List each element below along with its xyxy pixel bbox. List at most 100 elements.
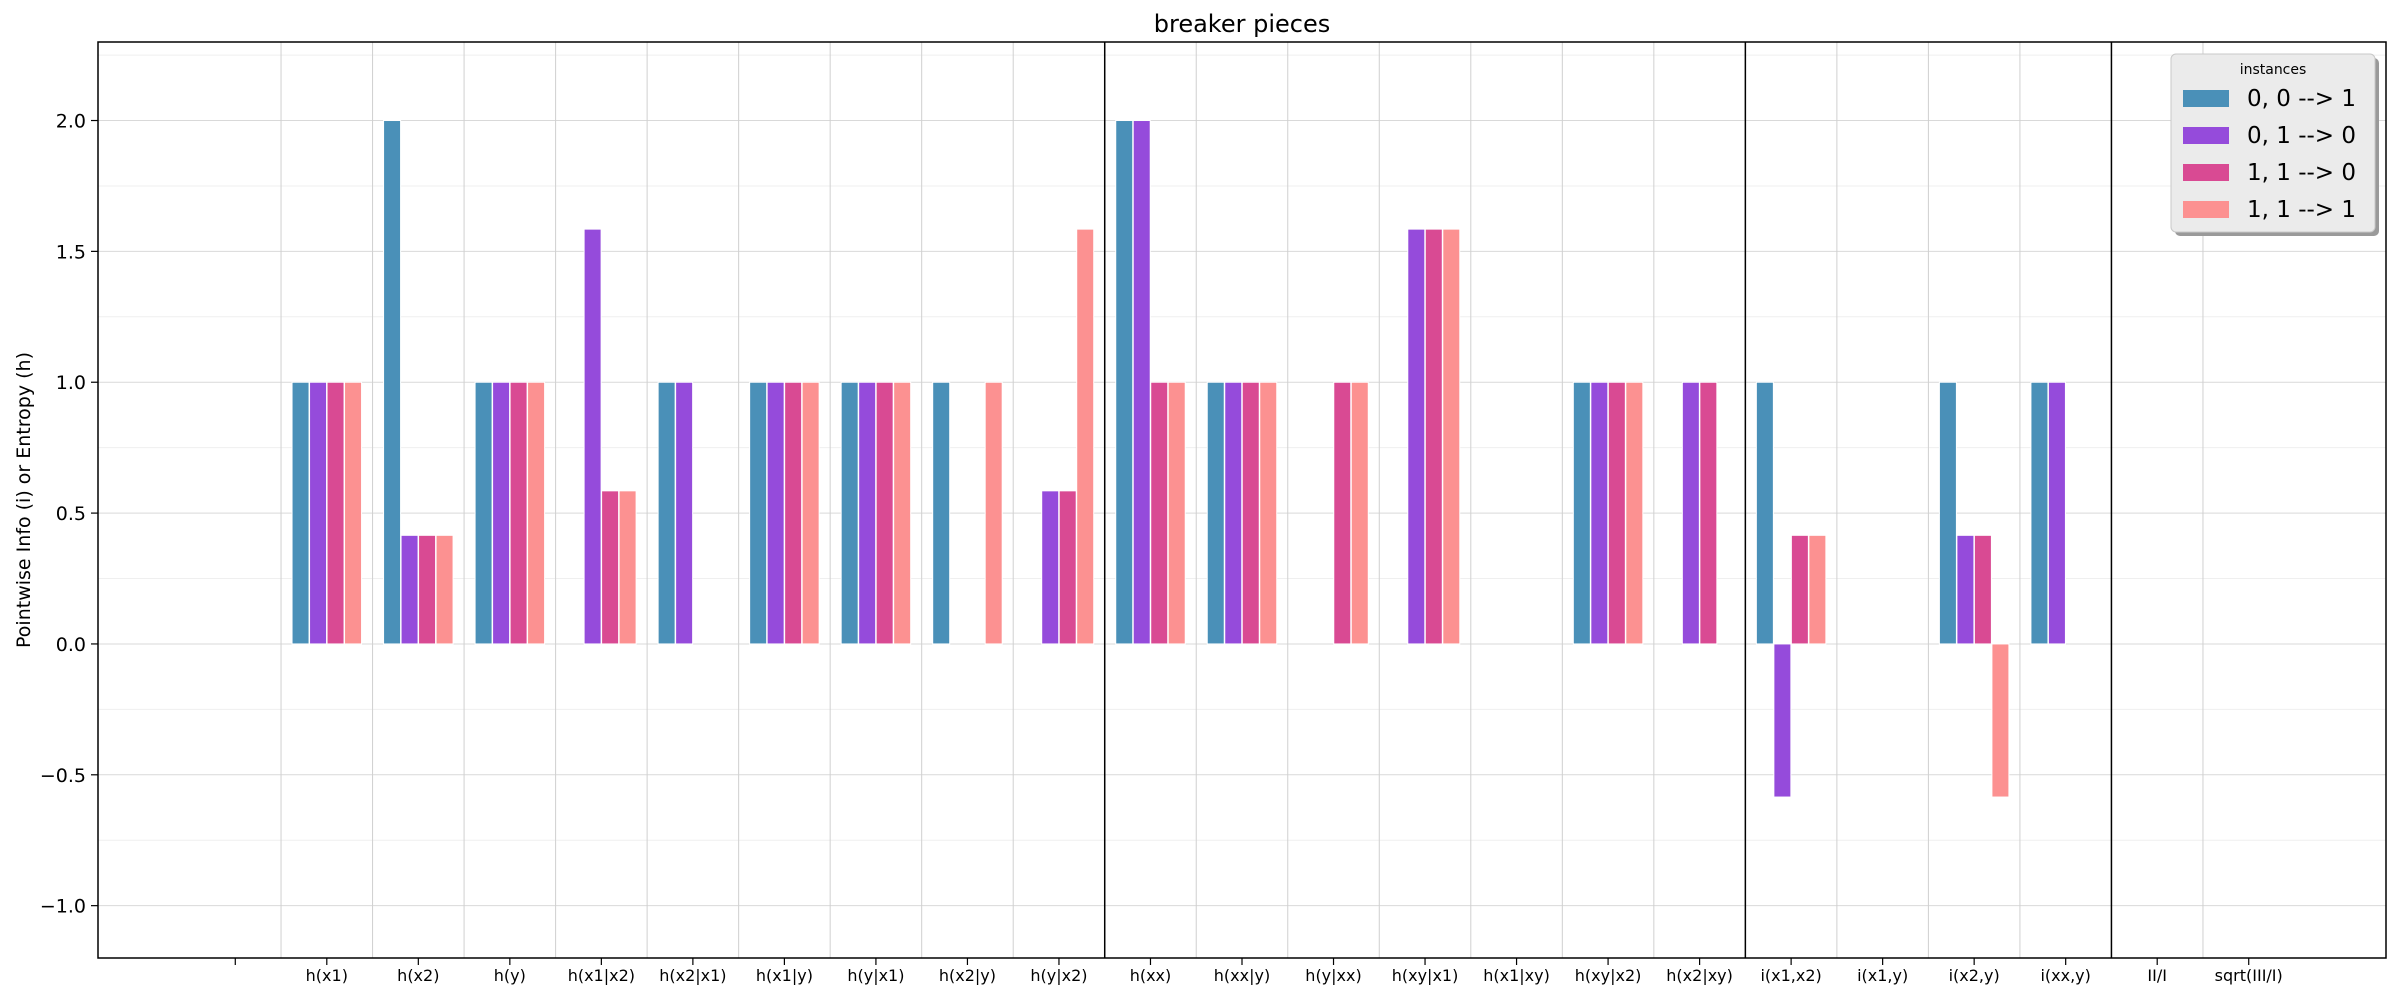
- y-tick-label: −1.0: [40, 896, 86, 918]
- x-tick-label: h(x2): [397, 966, 439, 985]
- bar: [1625, 381, 1644, 645]
- x-tick-label: h(y): [494, 966, 526, 985]
- bar: [893, 381, 912, 645]
- bar: [1991, 643, 2010, 798]
- bar: [1424, 228, 1443, 645]
- bar: [1407, 228, 1426, 645]
- y-tick-label: 1.5: [56, 241, 86, 263]
- x-tick-label: II/I: [2147, 966, 2167, 985]
- bar: [875, 381, 894, 645]
- y-tick-label: 0.5: [56, 503, 86, 525]
- bar: [1607, 381, 1626, 645]
- legend-title: instances: [2240, 62, 2307, 78]
- y-tick-label: 2.0: [56, 111, 86, 133]
- y-axis: −1.0 −0.5 0.0 0.5 1.0 1.5 2.0: [40, 111, 98, 918]
- legend-entry: 1, 1 --> 0: [2247, 160, 2356, 186]
- x-tick-label: i(xx,y): [2040, 966, 2090, 985]
- bar: [527, 381, 546, 645]
- x-tick-label: h(x1): [306, 966, 348, 985]
- bar: [435, 534, 454, 645]
- bar: [932, 381, 951, 645]
- x-tick-label: h(x1|xy): [1483, 966, 1550, 985]
- bar: [675, 381, 694, 645]
- bar: [2030, 381, 2049, 645]
- x-tick-label: h(x1|x2): [568, 966, 635, 985]
- legend-swatch: [2183, 90, 2229, 107]
- bar: [801, 381, 820, 645]
- x-tick-label: h(x2|xy): [1666, 966, 1733, 985]
- bar: [2047, 381, 2066, 645]
- bar: [749, 381, 768, 645]
- y-tick-label: 0.0: [56, 634, 86, 656]
- legend-entry: 1, 1 --> 1: [2247, 197, 2356, 223]
- x-tick-label: h(x1|y): [756, 966, 813, 985]
- legend-swatch: [2183, 201, 2229, 218]
- x-tick-label: h(xx|y): [1214, 966, 1270, 985]
- bar: [309, 381, 328, 645]
- x-tick-label: h(xx): [1130, 966, 1172, 985]
- legend-swatch: [2183, 164, 2229, 181]
- x-tick-label: h(y|x1): [847, 966, 904, 985]
- x-tick-label: h(xy|x2): [1575, 966, 1642, 985]
- bar: [1041, 490, 1060, 645]
- bar: [1058, 490, 1077, 645]
- x-tick-label: i(x2,y): [1949, 966, 2000, 985]
- bar: [1755, 381, 1774, 645]
- x-tick-label: i(x1,x2): [1760, 966, 1821, 985]
- bar: [601, 490, 620, 645]
- y-axis-label: Pointwise Info (i) or Entropy (h): [13, 352, 35, 648]
- legend-entry: 0, 0 --> 1: [2247, 86, 2356, 112]
- x-tick-label: sqrt(III/I): [2215, 966, 2283, 985]
- bar: [1259, 381, 1278, 645]
- bar: [344, 381, 363, 645]
- y-tick-label: 1.0: [56, 372, 86, 394]
- bar: [1076, 228, 1095, 645]
- bar: [1973, 534, 1992, 645]
- x-tick-label: h(y|xx): [1305, 966, 1361, 985]
- x-tick-label: h(y|x2): [1030, 966, 1087, 985]
- bar: [509, 381, 528, 645]
- bar: [657, 381, 676, 645]
- bar: [1167, 381, 1186, 645]
- bar: [1132, 120, 1151, 645]
- bar: [1790, 534, 1809, 645]
- y-tick-label: −0.5: [40, 765, 86, 787]
- bars: [291, 120, 2066, 798]
- bar: [1333, 381, 1352, 645]
- x-tick-label: h(x2|y): [939, 966, 996, 985]
- x-tick-label: h(xy|x1): [1392, 966, 1459, 985]
- bar: [858, 381, 877, 645]
- bar: [1206, 381, 1225, 645]
- bar: [326, 381, 345, 645]
- bar: [766, 381, 785, 645]
- bar: [1572, 381, 1591, 645]
- bar: [1150, 381, 1169, 645]
- bar: [418, 534, 437, 645]
- bar: [400, 534, 419, 645]
- bar: [984, 381, 1003, 645]
- bar: [1808, 534, 1827, 645]
- bar: [1681, 381, 1700, 645]
- x-tick-label: h(x2|x1): [659, 966, 726, 985]
- legend: instances 0, 0 --> 1 0, 1 --> 0 1, 1 --> 0 1…: [2170, 53, 2379, 236]
- bar: [1224, 381, 1243, 645]
- group-separators: [1103, 42, 2113, 958]
- bar: [1699, 381, 1718, 645]
- bar: [784, 381, 803, 645]
- bar: [474, 381, 493, 645]
- legend-swatch: [2183, 127, 2229, 144]
- bar: [1115, 120, 1134, 645]
- bar: [291, 381, 310, 645]
- bar: [383, 120, 402, 645]
- bar: [1350, 381, 1369, 645]
- bar: [1938, 381, 1957, 645]
- bar: [1956, 534, 1975, 645]
- bar: [1773, 643, 1792, 798]
- bar: [840, 381, 859, 645]
- bar: [1590, 381, 1609, 645]
- bar: [1241, 381, 1260, 645]
- chart-title: breaker pieces: [1154, 10, 1330, 38]
- bar: [618, 490, 637, 645]
